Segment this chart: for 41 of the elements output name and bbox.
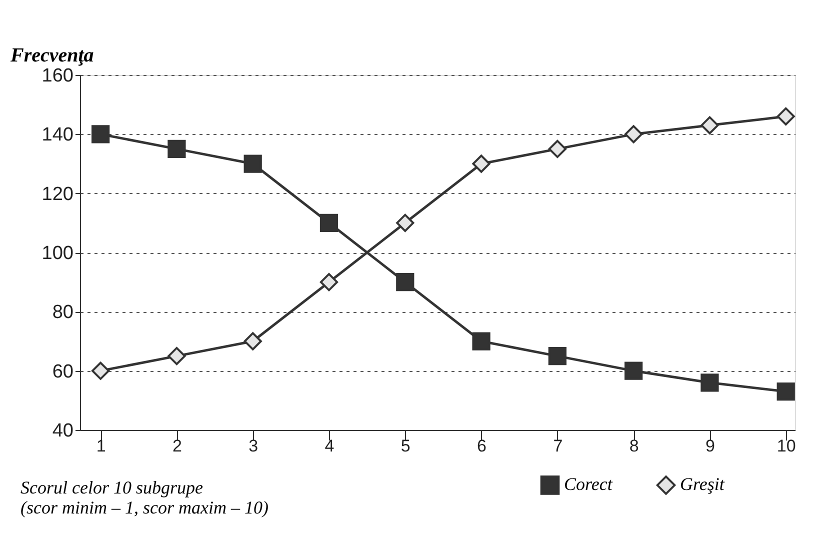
point <box>776 107 795 126</box>
point <box>700 116 719 134</box>
x-tick-label: 6 <box>477 436 487 456</box>
y-tick-label: 160 <box>42 66 74 86</box>
x-tick-label: 10 <box>776 436 796 456</box>
legend-label: Corect <box>564 474 614 494</box>
x-axis-title: Scorul celor 10 subgrupe (scor minim – 1, scor maxim – 10) <box>20 478 268 518</box>
point <box>548 346 566 366</box>
x-tick-label: 1 <box>96 436 106 456</box>
x-tick-label: 2 <box>172 436 182 456</box>
point <box>91 125 110 144</box>
x-tick-label: 7 <box>553 436 563 456</box>
y-tick-label: 60 <box>52 361 74 382</box>
x-tick-label: 8 <box>629 436 639 456</box>
point <box>168 346 186 366</box>
point <box>168 140 186 158</box>
point <box>700 374 719 392</box>
y-tick-label: 120 <box>42 184 74 205</box>
point <box>548 140 566 158</box>
point <box>396 273 414 292</box>
point <box>244 332 262 350</box>
point <box>396 214 414 232</box>
y-axis-title: Frecvenţa <box>10 44 94 66</box>
point <box>472 332 490 350</box>
point <box>320 273 338 292</box>
point <box>472 154 490 173</box>
x-tick-label: 3 <box>248 436 258 456</box>
y-tick-label: 40 <box>52 420 74 442</box>
y-tick-label: 140 <box>42 124 74 146</box>
x-tick-label: 4 <box>324 436 334 456</box>
legend-label: Greşit <box>680 474 726 494</box>
point <box>776 382 795 401</box>
point <box>244 154 262 173</box>
point <box>624 125 643 144</box>
y-tick-label: 80 <box>52 302 74 324</box>
point <box>320 214 338 232</box>
y-tick-label: 100 <box>42 243 74 264</box>
x-tick-label: 9 <box>705 436 715 456</box>
point <box>624 362 643 380</box>
x-tick-label: 5 <box>400 436 410 456</box>
point <box>91 362 110 380</box>
